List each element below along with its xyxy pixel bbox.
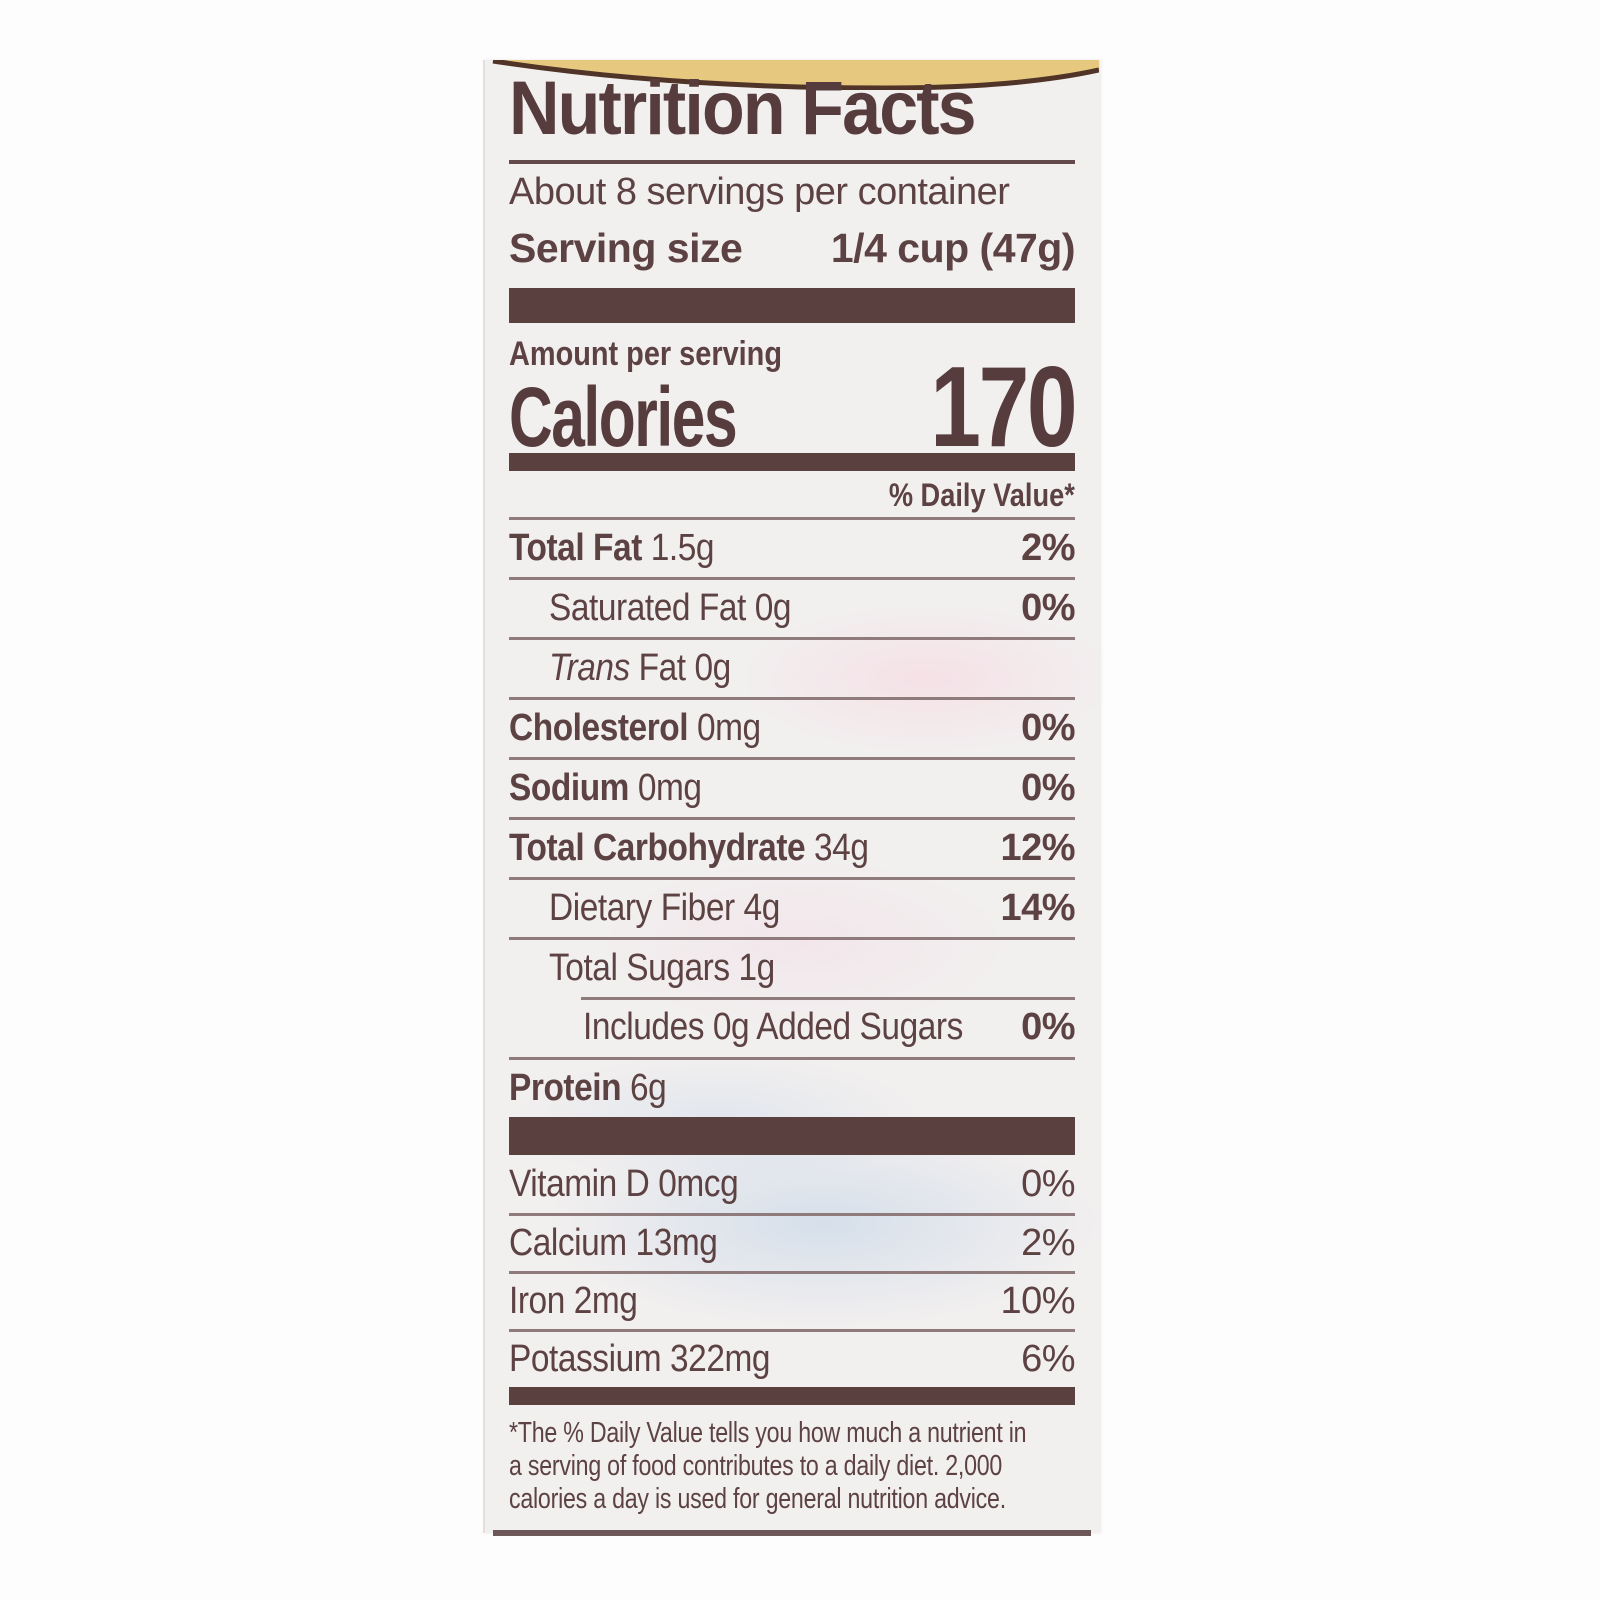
nutrient-name: Sodium 0mg xyxy=(509,767,702,809)
nutrient-daily-value: 2% xyxy=(1021,527,1075,569)
label-bottom-edge xyxy=(493,1530,1091,1536)
separator-bar-medium xyxy=(509,1387,1075,1405)
nutrient-row: Total Fat 1.5g 2% xyxy=(509,517,1075,577)
nutrient-name: Protein 6g xyxy=(509,1067,667,1109)
nutrient-row: Sodium 0mg 0% xyxy=(509,757,1075,817)
vitamin-row: Potassium 322mg 6% xyxy=(509,1329,1075,1387)
nutrient-daily-value: 12% xyxy=(1000,827,1075,869)
nutrient-rows: Total Fat 1.5g 2% Saturated Fat 0g 0% Tr… xyxy=(509,517,1075,1117)
nutrient-row: Includes 0g Added Sugars 0% xyxy=(509,997,1075,1057)
calories-row: Calories 170 xyxy=(509,344,1077,471)
nutrient-name: Total Sugars 1g xyxy=(549,947,775,989)
vitamin-name: Iron 2mg xyxy=(509,1280,638,1322)
servings-per-container: About 8 servings per container xyxy=(509,171,1010,213)
nutrient-name: Saturated Fat 0g xyxy=(549,587,792,629)
nutrient-daily-value: 0% xyxy=(1021,707,1075,749)
label-title: Nutrition Facts xyxy=(509,66,977,151)
serving-size-label: Serving size xyxy=(509,225,743,271)
nutrient-row: Protein 6g xyxy=(509,1057,1075,1117)
vitamin-row: Iron 2mg 10% xyxy=(509,1271,1075,1329)
nutrient-daily-value: 0% xyxy=(1021,767,1075,809)
vitamin-name: Vitamin D 0mcg xyxy=(509,1162,739,1205)
vitamin-daily-value: 0% xyxy=(1021,1162,1075,1205)
nutrition-facts-label: Nutrition Facts About 8 servings per con… xyxy=(483,60,1099,1536)
vitamin-daily-value: 2% xyxy=(1021,1222,1075,1264)
nutrient-name: Dietary Fiber 4g xyxy=(549,887,780,929)
nutrient-row: Total Sugars 1g xyxy=(509,937,1075,997)
nutrient-name: Total Carbohydrate 34g xyxy=(509,827,869,869)
calories-label: Calories xyxy=(509,370,738,464)
nutrient-name: Trans Fat 0g xyxy=(549,647,731,689)
nutrient-row: Cholesterol 0mg 0% xyxy=(509,697,1075,757)
nutrient-row: Saturated Fat 0g 0% xyxy=(509,577,1075,637)
separator-bar-thick xyxy=(509,288,1075,323)
nutrient-name: Includes 0g Added Sugars xyxy=(583,1005,963,1048)
vitamin-rows: Vitamin D 0mcg 0% Calcium 13mg 2% Iron 2… xyxy=(509,1155,1075,1387)
vitamin-name: Calcium 13mg xyxy=(509,1222,718,1264)
vitamin-daily-value: 6% xyxy=(1021,1338,1075,1380)
nutrient-row: Dietary Fiber 4g 14% xyxy=(509,877,1075,937)
nutrient-daily-value: 14% xyxy=(1000,887,1075,929)
separator-bar-thick xyxy=(509,1117,1075,1155)
package-top-band-decoration xyxy=(492,60,1099,90)
serving-size-row: Serving size 1/4 cup (47g) xyxy=(509,222,1076,274)
nutrient-name: Cholesterol 0mg xyxy=(509,707,761,749)
title-divider xyxy=(509,160,1075,164)
vitamin-row: Calcium 13mg 2% xyxy=(509,1213,1075,1271)
vitamin-row: Vitamin D 0mcg 0% xyxy=(509,1155,1075,1213)
daily-value-footnote: *The % Daily Value tells you how much a … xyxy=(509,1417,1027,1515)
amount-per-serving-label: Amount per serving xyxy=(509,335,782,373)
vitamin-name: Potassium 322mg xyxy=(509,1338,771,1380)
nutrient-row: Total Carbohydrate 34g 12% xyxy=(509,817,1075,877)
nutrient-daily-value: 0% xyxy=(1021,1005,1075,1048)
serving-size-value: 1/4 cup (47g) xyxy=(830,225,1076,271)
daily-value-header: % Daily Value* xyxy=(889,477,1075,513)
nutrient-daily-value: 0% xyxy=(1021,587,1075,629)
nutrient-name: Total Fat 1.5g xyxy=(509,527,715,569)
calories-value: 170 xyxy=(930,344,1077,471)
nutrient-row: Trans Fat 0g xyxy=(509,637,1075,697)
separator-bar-medium xyxy=(509,453,1075,471)
vitamin-daily-value: 10% xyxy=(1000,1280,1075,1322)
